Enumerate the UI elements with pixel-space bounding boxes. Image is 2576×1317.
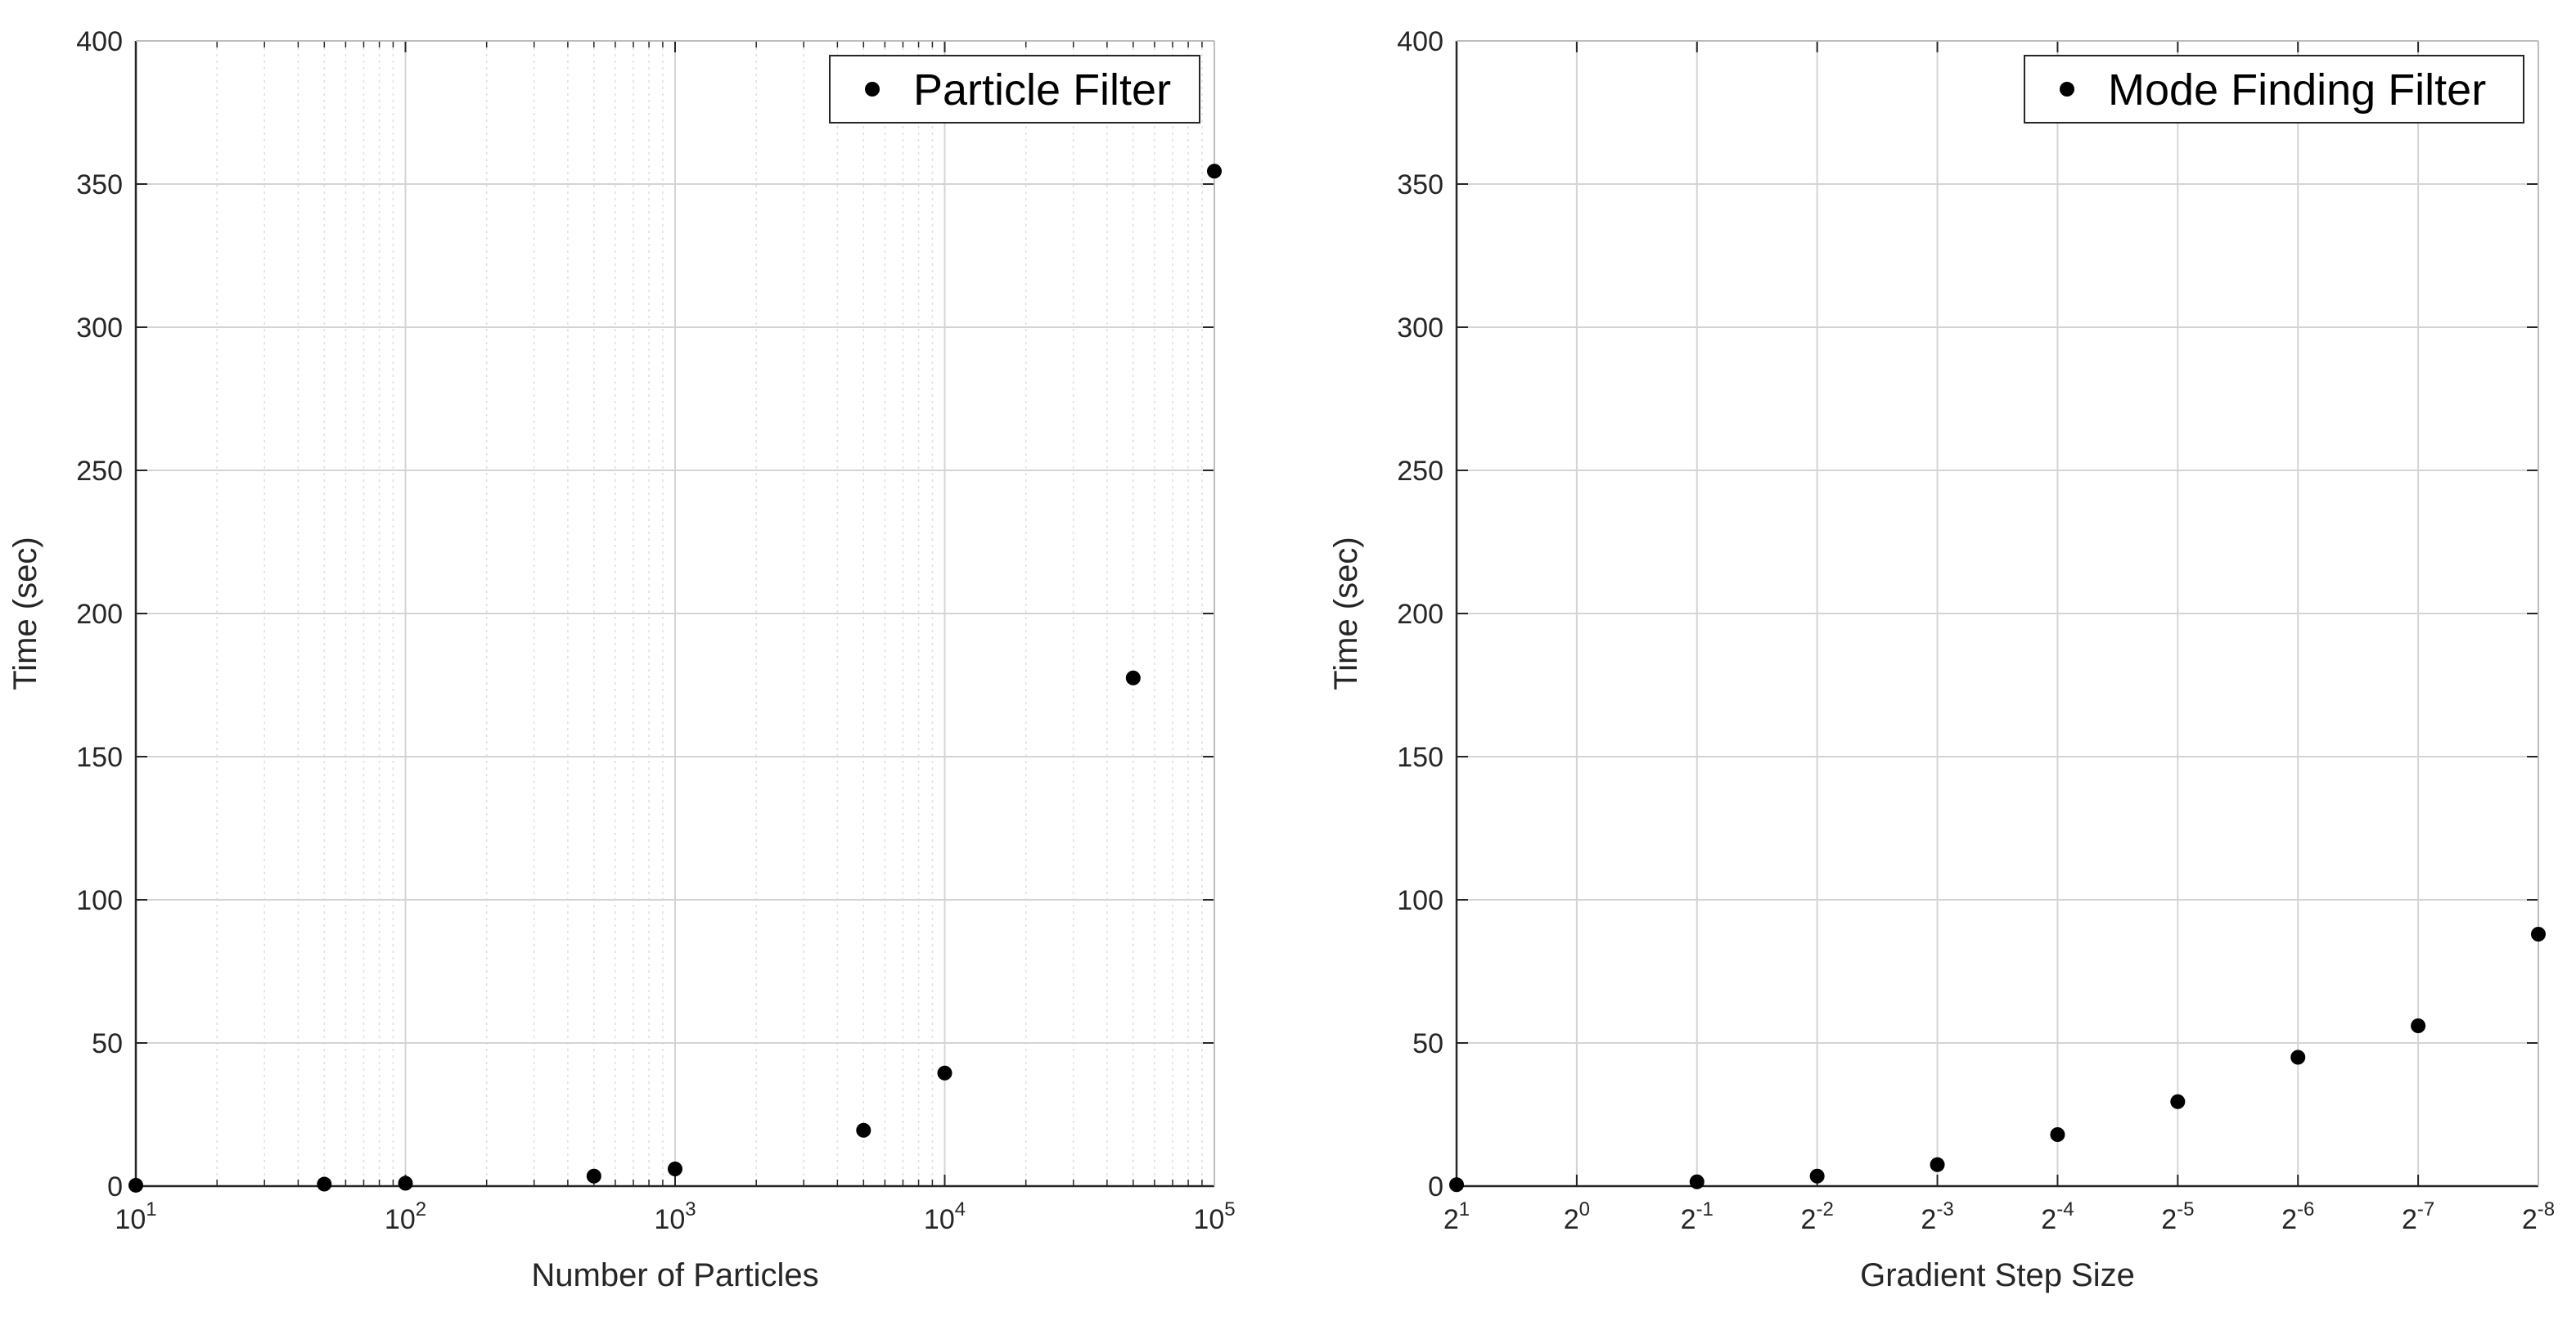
data-point	[856, 1122, 871, 1138]
mode-finding-filter-chart: 21 20 2-1 2-2 2-3 2-4 2-5 2-6 2-7 2-8 0 50 100 150 200…	[1328, 26, 2555, 1293]
y-tick-label: 300	[76, 312, 123, 344]
x-tick-label: 2-2	[1801, 1198, 1834, 1235]
x-tick-label: 2-4	[2041, 1198, 2074, 1235]
data-point	[2290, 1050, 2306, 1065]
y-tick-label: 0	[107, 1171, 123, 1202]
data-point	[1449, 1177, 1464, 1193]
x-tick-label: 2-5	[2161, 1198, 2194, 1235]
x-tick-label: 101	[115, 1198, 156, 1235]
y-tick-label: 400	[76, 26, 123, 57]
data-point	[586, 1168, 601, 1184]
y-tick-label: 50	[1412, 1028, 1443, 1059]
x-tick-label: 20	[1564, 1198, 1590, 1235]
data-point	[317, 1176, 332, 1192]
legend-marker	[865, 82, 880, 97]
y-tick-label: 200	[76, 599, 123, 630]
data-point	[1809, 1168, 1825, 1184]
x-tick-label: 105	[1193, 1198, 1235, 1235]
legend-label: Particle Filter	[913, 65, 1171, 115]
y-tick-label: 150	[76, 742, 123, 773]
y-axis-title: Time (sec)	[7, 537, 43, 690]
data-point	[2170, 1094, 2186, 1109]
x-tick-label: 2-7	[2402, 1198, 2434, 1235]
legend-label: Mode Finding Filter	[2108, 65, 2486, 115]
y-tick-label: 250	[76, 456, 123, 487]
x-tick-label: 2-1	[1681, 1198, 1714, 1235]
data-point	[668, 1162, 682, 1176]
data-point	[1207, 164, 1222, 179]
x-tick-label: 103	[654, 1198, 696, 1235]
y-axis-title: Time (sec)	[1328, 537, 1364, 690]
y-tick-label: 350	[1397, 169, 1443, 200]
data-point	[1125, 670, 1141, 685]
x-tick-label: 2-8	[2522, 1198, 2555, 1235]
x-tick-label: 104	[924, 1198, 966, 1235]
x-tick-label: 102	[385, 1198, 426, 1235]
y-tick-label: 0	[1428, 1171, 1443, 1202]
legend-box	[829, 55, 1200, 124]
x-tick-label: 2-3	[1921, 1198, 1953, 1235]
legend-marker	[2060, 82, 2074, 97]
x-tick-label: 2-6	[2281, 1198, 2314, 1235]
y-tick-label: 400	[1397, 26, 1443, 57]
y-tick-label: 100	[76, 885, 123, 916]
data-point	[398, 1175, 413, 1191]
y-tick-label: 150	[1397, 742, 1443, 773]
data-point	[1930, 1157, 1945, 1172]
y-tick-label: 350	[76, 169, 123, 200]
legend-box	[2024, 55, 2524, 124]
data-point	[2050, 1127, 2065, 1142]
data-point	[1689, 1174, 1705, 1189]
x-axis-title: Gradient Step Size	[1860, 1257, 2135, 1293]
y-tick-label: 300	[1397, 312, 1443, 344]
x-axis-title: Number of Particles	[531, 1257, 818, 1293]
y-tick-label: 50	[92, 1028, 123, 1059]
x-tick-label: 21	[1443, 1198, 1470, 1235]
data-point	[937, 1065, 952, 1081]
data-point	[128, 1177, 143, 1193]
y-tick-label: 200	[1397, 599, 1443, 630]
data-point	[2411, 1018, 2426, 1033]
y-tick-label: 100	[1397, 885, 1443, 916]
y-tick-label: 250	[1397, 456, 1443, 487]
data-point	[2531, 927, 2546, 942]
particle-filter-chart: 101 102 103 104 105 0 50 100 150 200 250 300 350 400 N…	[7, 26, 1236, 1293]
